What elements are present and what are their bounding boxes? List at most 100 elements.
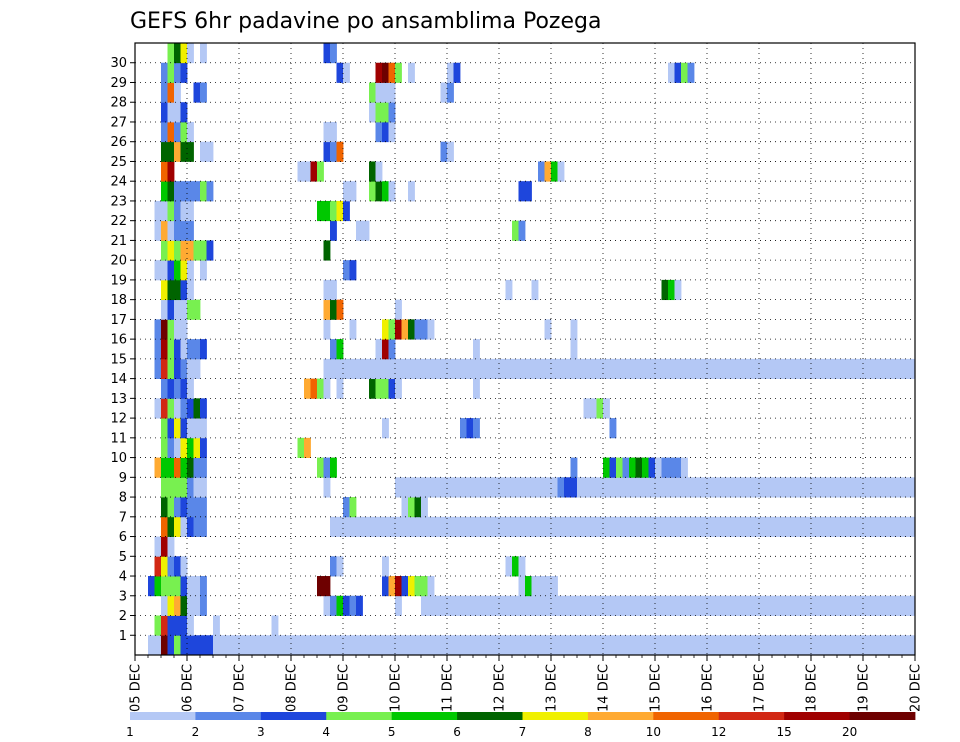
heatmap-cell <box>843 477 851 498</box>
heatmap-cell <box>388 102 396 123</box>
heatmap-cell <box>200 43 207 64</box>
heatmap-cell <box>356 220 363 241</box>
heatmap-cell <box>752 635 760 656</box>
heatmap-cell <box>590 595 597 616</box>
heatmap-cell <box>336 556 344 577</box>
heatmap-cell <box>791 595 799 616</box>
heatmap-cell <box>154 260 162 281</box>
heatmap-cell <box>518 635 526 656</box>
heatmap-cell <box>473 358 480 380</box>
heatmap-cell <box>167 260 175 281</box>
heatmap-cell <box>180 299 188 320</box>
heatmap-cell <box>551 161 558 182</box>
heatmap-cell <box>167 181 175 202</box>
heatmap-cell <box>304 378 311 399</box>
heatmap-cell <box>791 635 799 656</box>
heatmap-cell <box>161 121 168 143</box>
heatmap-cell <box>707 477 714 498</box>
heatmap-cell <box>323 121 331 143</box>
heatmap-cell <box>583 635 591 656</box>
x-tick-label: 17 DEC <box>753 664 768 712</box>
heatmap-cell <box>330 358 337 380</box>
heatmap-cell <box>330 635 337 656</box>
heatmap-cell <box>421 516 428 537</box>
heatmap-cell <box>479 635 487 656</box>
heatmap-cell <box>187 279 194 301</box>
heatmap-cell <box>772 635 779 656</box>
heatmap-cell <box>616 595 623 616</box>
heatmap-cell <box>161 358 168 380</box>
heatmap-cell <box>167 339 175 360</box>
heatmap-cell <box>427 358 435 380</box>
heatmap-cell <box>349 516 357 537</box>
heatmap-cell <box>167 576 175 597</box>
heatmap-cell <box>213 615 220 636</box>
colorbar-swatch <box>457 712 523 720</box>
heatmap-cell <box>752 477 760 498</box>
heatmap-cell <box>382 378 389 399</box>
y-tick-label: 29 <box>110 76 127 91</box>
heatmap-cell <box>447 635 454 656</box>
heatmap-cell <box>154 615 162 636</box>
heatmap-cell <box>167 121 175 143</box>
heatmap-cell <box>414 477 422 498</box>
heatmap-cell <box>330 121 337 143</box>
heatmap-cell <box>824 516 831 537</box>
heatmap-cell <box>830 358 838 380</box>
heatmap-cell <box>167 398 175 419</box>
heatmap-cell <box>694 477 701 498</box>
heatmap-cell <box>895 477 903 498</box>
heatmap-cell <box>843 358 851 380</box>
heatmap-cell <box>577 595 584 616</box>
heatmap-cell <box>180 418 188 439</box>
colorbar-swatch <box>522 712 589 720</box>
heatmap-cell <box>174 339 181 360</box>
heatmap-cell <box>304 437 311 458</box>
heatmap-cell <box>531 358 539 380</box>
heatmap-cell <box>375 378 383 399</box>
heatmap-cell <box>746 477 753 498</box>
heatmap-cell <box>544 319 552 340</box>
heatmap-cell <box>791 477 799 498</box>
heatmap-cell <box>895 516 903 537</box>
heatmap-cell <box>427 576 435 597</box>
x-tick-label: 08 DEC <box>285 664 300 712</box>
heatmap-cell <box>343 497 350 518</box>
heatmap-cell <box>869 595 877 616</box>
heatmap-cell <box>167 200 175 222</box>
x-tick-label: 09 DEC <box>337 664 352 712</box>
heatmap-cell <box>557 477 565 498</box>
heatmap-cell <box>180 102 188 123</box>
heatmap-cell <box>174 516 181 537</box>
heatmap-cell <box>765 516 773 537</box>
heatmap-cell <box>596 595 604 616</box>
heatmap-cell <box>187 516 194 537</box>
heatmap-cell <box>427 516 435 537</box>
heatmap-cell <box>856 477 864 498</box>
heatmap-cell <box>174 220 181 241</box>
heatmap-cell <box>674 635 682 656</box>
heatmap-cell <box>726 635 734 656</box>
heatmap-cell <box>356 595 363 616</box>
heatmap-cell <box>635 516 643 537</box>
x-tick-label: 10 DEC <box>389 664 404 712</box>
heatmap-cell <box>161 181 168 202</box>
heatmap-cell <box>642 477 649 498</box>
heatmap-cell <box>518 477 526 498</box>
heatmap-cell <box>544 516 552 537</box>
heatmap-cell <box>746 516 753 537</box>
heatmap-cell <box>752 516 760 537</box>
heatmap-cell <box>180 516 188 537</box>
heatmap-cell <box>148 635 155 656</box>
heatmap-cell <box>382 62 389 83</box>
heatmap-cell <box>187 260 194 281</box>
heatmap-cell <box>193 595 201 616</box>
heatmap-cell <box>687 477 695 498</box>
heatmap-cell <box>609 595 617 616</box>
heatmap-cell <box>317 200 324 222</box>
heatmap-cell <box>174 141 181 162</box>
heatmap-cell <box>161 556 168 577</box>
heatmap-cell <box>180 556 188 577</box>
heatmap-cell <box>440 477 448 498</box>
heatmap-cell <box>187 437 194 458</box>
